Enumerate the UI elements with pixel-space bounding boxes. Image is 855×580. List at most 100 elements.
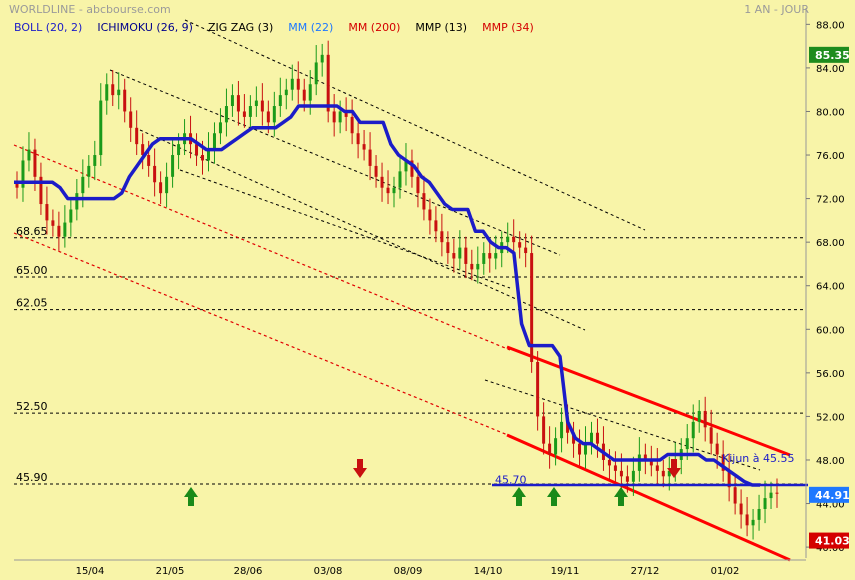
candle-body	[392, 187, 396, 194]
level-label: 45.90	[16, 471, 48, 484]
legend-entry: ZIG ZAG (3)	[207, 21, 274, 34]
legend-entry: MM (200)	[348, 21, 401, 34]
candle-body	[195, 144, 199, 156]
candle-body	[595, 432, 599, 444]
candle-body	[548, 443, 552, 455]
candle-body	[745, 514, 749, 526]
y-tick-label: 72.00	[816, 195, 845, 206]
candle-body	[643, 454, 647, 460]
candle-body	[284, 89, 288, 96]
legend-entry: ICHIMOKU (26, 9)	[97, 21, 193, 34]
period-label: 1 AN - JOUR	[744, 3, 809, 16]
candle-body	[512, 236, 516, 243]
candle-body	[362, 144, 366, 150]
candle-body	[33, 149, 37, 177]
candle-body	[224, 106, 228, 123]
chart-title: WORLDLINE - abcbourse.com	[9, 3, 171, 16]
candle-body	[410, 160, 414, 177]
candle-body	[63, 222, 67, 237]
candle-body	[589, 432, 593, 444]
candle-body	[296, 78, 300, 90]
candle-body	[51, 220, 55, 226]
candle-body	[254, 100, 258, 107]
candle-body	[404, 160, 408, 172]
candle-body	[470, 263, 474, 270]
candle-body	[117, 89, 121, 96]
candle-body	[332, 111, 336, 123]
y-tick-label: 48.00	[816, 456, 845, 467]
x-tick-label: 01/02	[711, 566, 740, 577]
channel-line	[184, 19, 646, 231]
candle-body	[578, 443, 582, 455]
x-tick-label: 28/06	[234, 566, 263, 577]
candle-body	[99, 100, 103, 156]
candle-body	[177, 144, 181, 156]
candle-body	[206, 149, 210, 161]
price-tags: 85.35 44.91 41.03	[809, 46, 850, 549]
candle-body	[272, 106, 276, 123]
legend-entry: MMP (34)	[482, 21, 534, 34]
candle-body	[350, 116, 354, 134]
candle-body	[129, 111, 133, 128]
candle-body	[135, 127, 139, 145]
price-tag	[809, 46, 849, 63]
candle-body	[344, 111, 348, 117]
candle-body	[506, 236, 510, 243]
candle-body	[159, 182, 163, 194]
candle-body	[637, 454, 641, 471]
y-tick-label: 44.00	[816, 500, 845, 511]
x-tick-label: 03/08	[314, 566, 343, 577]
y-tick-label: 68.00	[816, 238, 845, 249]
y-tick-label: 40.00	[816, 543, 845, 554]
price-tag-label: 44.91	[815, 489, 850, 502]
level-label: 65.00	[16, 264, 48, 277]
price-tag-label: 41.03	[815, 535, 850, 548]
candle-body	[488, 253, 492, 259]
candle-body	[631, 470, 635, 482]
candle-body	[147, 155, 151, 166]
indicator-lines	[14, 104, 808, 487]
candle-body	[290, 78, 294, 90]
candle-body	[458, 247, 462, 259]
candle-body	[105, 84, 109, 101]
candle-body	[320, 54, 324, 63]
candle-body	[625, 476, 629, 482]
candle-body	[542, 416, 546, 444]
candle-body	[685, 438, 689, 450]
candle-body	[165, 176, 169, 194]
candle-body	[236, 95, 240, 112]
candle-body	[721, 454, 725, 471]
y-tick-label: 88.00	[816, 20, 845, 31]
candle-body	[691, 421, 695, 439]
candle-body	[482, 253, 486, 264]
candle-body	[655, 465, 659, 471]
candles	[15, 40, 779, 540]
buy-arrow-icon	[547, 487, 561, 506]
candle-body	[560, 421, 564, 439]
sell-arrow-icon	[353, 459, 367, 478]
level-label: 52.50	[16, 400, 48, 413]
candle-body	[661, 470, 665, 477]
candle-body	[494, 253, 498, 259]
legend-entry: MMP (13)	[415, 21, 468, 34]
candle-body	[422, 193, 426, 210]
y-tick-label: 80.00	[816, 107, 845, 118]
y-tick-label: 56.00	[816, 369, 845, 380]
channel-line	[484, 379, 761, 471]
buy-arrow-icon	[184, 487, 198, 506]
candle-body	[524, 247, 528, 254]
price-tag-label: 85.35	[815, 49, 850, 62]
trend-channels	[13, 19, 791, 562]
x-tick-label: 15/04	[76, 566, 105, 577]
candle-body	[398, 171, 402, 188]
level-label: 68.65	[16, 225, 48, 238]
price-tag	[809, 486, 849, 503]
candle-body	[123, 89, 127, 112]
legend-entry: BOLL (20, 2)	[14, 21, 83, 34]
x-tick-label: 08/09	[394, 566, 423, 577]
candle-body	[314, 62, 318, 85]
candle-body	[715, 443, 719, 455]
candle-body	[566, 421, 570, 433]
candle-body	[440, 231, 444, 243]
